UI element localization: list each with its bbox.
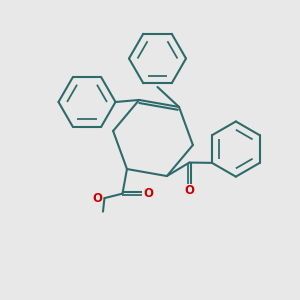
- Text: O: O: [93, 192, 103, 205]
- Text: O: O: [184, 184, 194, 197]
- Text: O: O: [144, 187, 154, 200]
